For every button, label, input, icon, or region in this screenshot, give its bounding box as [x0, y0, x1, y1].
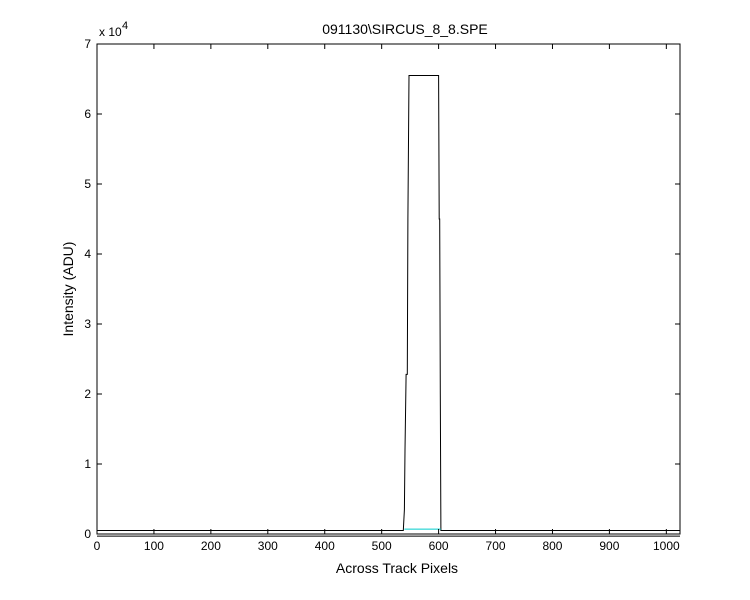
y-tick-label: 7	[84, 37, 91, 51]
x-axis-label: Across Track Pixels	[336, 560, 458, 576]
chart-title: 091130\SIRCUS_8_8.SPE	[322, 21, 488, 37]
y-tick-label: 3	[84, 317, 91, 331]
y-axis-multiplier: x 10	[99, 25, 122, 39]
x-tick-label: 200	[201, 539, 221, 553]
y-tick-label: 5	[84, 177, 91, 191]
y-tick-label: 2	[84, 387, 91, 401]
x-tick-label: 500	[372, 539, 392, 553]
y-axis-label: Intensity (ADU)	[60, 242, 76, 337]
x-tick-label: 700	[486, 539, 506, 553]
axes-box	[96, 43, 681, 535]
x-tick-label: 300	[258, 539, 278, 553]
y-tick-label: 4	[84, 247, 91, 261]
tick-layer: 0 100 200 300 400 500 600 700 800 900 1000 0 1 2 3 4 5 6 7	[84, 37, 680, 553]
y-tick-label: 0	[84, 527, 91, 541]
series-line-1	[97, 75, 680, 531]
x-tick-label: 100	[144, 539, 164, 553]
x-tick-label: 0	[94, 539, 101, 553]
series-layer	[97, 75, 680, 537]
x-tick-label: 900	[599, 539, 619, 553]
x-tick-label: 400	[315, 539, 335, 553]
y-tick-label: 6	[84, 107, 91, 121]
x-tick-label: 600	[429, 539, 449, 553]
x-tick-label: 1000	[653, 539, 680, 553]
y-axis-multiplier-exponent: 4	[122, 20, 128, 32]
y-tick-label: 1	[84, 457, 91, 471]
x-tick-label: 800	[542, 539, 562, 553]
